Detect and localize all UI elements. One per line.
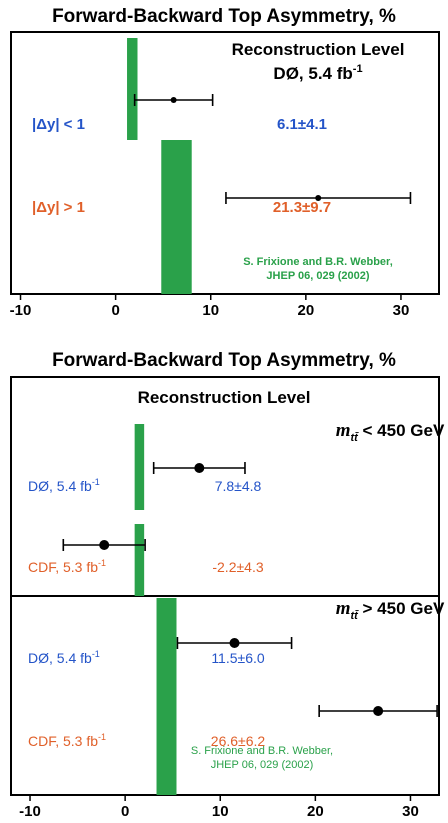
- chart-2-theory-label-line2: JHEP 06, 029 (2002): [211, 759, 314, 771]
- chart-2-title: Forward-Backward Top Asymmetry, %: [52, 350, 396, 371]
- chart-2-rows: DØ, 5.4 fb-1 7.8±4.8 CDF, 5.3 fb-1 -2.2±4.3…: [28, 462, 438, 749]
- chart-1-measurement-1-point: [315, 195, 322, 201]
- chart-2-x-tick-label-3: 20: [307, 803, 324, 820]
- chart-2-heading: Reconstruction Level: [138, 388, 311, 407]
- chart-2-measurement-1-0: [176, 637, 293, 649]
- chart-2-measurement-1-0-point: [229, 638, 240, 648]
- chart-2-theory-band-1-1: [156, 688, 177, 795]
- chart-1-measurement-0-point: [170, 97, 177, 103]
- chart-2-frame: [10, 376, 440, 796]
- chart-2-row-label-0-0: DØ, 5.4 fb-1: [28, 477, 100, 494]
- chart-2-measurement-1-1: [318, 705, 438, 717]
- chart-2-x-tick-label-2: 10: [212, 803, 229, 820]
- chart-2-x-tick-label-0: -10: [19, 803, 41, 820]
- chart-2-measurement-0-1: [62, 539, 146, 551]
- chart-1-row-value-1: 21.3±9.7: [273, 199, 331, 216]
- chart-1-theory-band-0: [127, 38, 138, 140]
- chart-1-heading: Reconstruction Level: [232, 40, 405, 59]
- chart-2-row-value-1-1: 26.6±6.2: [211, 733, 266, 749]
- chart-1-x-tick-label-1: 0: [111, 302, 119, 319]
- chart-1: Forward-Backward Top Asymmetry, % Recons…: [10, 6, 440, 319]
- chart-1-x-axis: -10 0 10 20 30: [10, 294, 410, 319]
- chart-2-theory-label-line1: S. Frixione and B.R. Webber,: [191, 745, 333, 757]
- chart-2-measurement-0-0-point: [194, 463, 205, 473]
- chart-1-x-tick-label-4: 30: [393, 302, 410, 319]
- chart-1-x-tick-label-2: 10: [202, 302, 219, 319]
- chart-1-measurement-1: [225, 192, 412, 204]
- chart-2-theory-bands: [134, 424, 177, 795]
- chart-2-row-label-0-1: CDF, 5.3 fb-1: [28, 558, 106, 575]
- chart-1-x-tick-label-3: 20: [298, 302, 315, 319]
- chart-1-rows: |Δy| < 1 6.1±4.1 |Δy| > 1 21.3±9.7: [32, 94, 412, 216]
- chart-2-theory-band-0-1: [134, 524, 145, 596]
- chart-1-x-tick-label-0: -10: [10, 302, 32, 319]
- chart-1-row-value-0: 6.1±4.1: [277, 116, 327, 133]
- chart-2-row-label-1-1: CDF, 5.3 fb-1: [28, 732, 106, 749]
- chart-2-measurement-0-1-point: [99, 540, 110, 550]
- chart-2-row-label-1-0: DØ, 5.4 fb-1: [28, 649, 100, 666]
- chart-1-theory-band-1: [161, 140, 192, 294]
- chart-2-theory-band-1-0: [156, 598, 177, 688]
- chart-2-x-tick-label-1: 0: [121, 803, 129, 820]
- chart-1-theory-label-line2: JHEP 06, 029 (2002): [266, 270, 369, 282]
- chart-2-x-axis: -10 0 10 20 30: [19, 795, 419, 820]
- chart-1-experiment-label: DØ, 5.4 fb-1: [273, 63, 362, 83]
- chart-1-theory-bands: [127, 38, 192, 294]
- chart-2-cut-label-0: mtt̄ < 450 GeV: [336, 420, 445, 444]
- chart-2: Forward-Backward Top Asymmetry, % Recons…: [10, 350, 445, 820]
- chart-2-row-value-0-0: 7.8±4.8: [215, 478, 262, 494]
- chart-1-row-label-0: |Δy| < 1: [32, 116, 85, 133]
- chart-2-row-value-1-0: 11.5±6.0: [211, 650, 265, 666]
- chart-1-row-label-1: |Δy| > 1: [32, 199, 85, 216]
- chart-2-cut-labels: mtt̄ < 450 GeV mtt̄ > 450 GeV: [336, 420, 445, 622]
- chart-2-cut-label-1: mtt̄ > 450 GeV: [336, 598, 445, 622]
- chart-1-frame: [10, 31, 440, 295]
- chart-2-row-value-0-1: -2.2±4.3: [212, 559, 263, 575]
- chart-2-measurement-1-1-point: [373, 706, 384, 716]
- chart-1-title: Forward-Backward Top Asymmetry, %: [52, 6, 396, 27]
- chart-2-measurement-0-0: [152, 462, 246, 474]
- chart-2-x-tick-label-4: 30: [402, 803, 419, 820]
- chart-2-theory-band-0-0: [134, 424, 145, 510]
- chart-1-theory-label-line1: S. Frixione and B.R. Webber,: [243, 256, 393, 268]
- chart-1-measurement-0: [133, 94, 214, 106]
